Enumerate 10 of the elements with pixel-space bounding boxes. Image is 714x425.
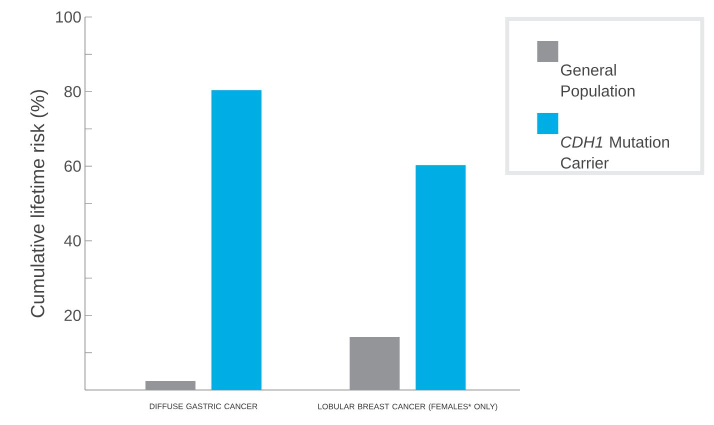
y-tick-label: 20 bbox=[64, 310, 81, 322]
y-tick-label: 100 bbox=[56, 11, 81, 23]
legend-label: General Population bbox=[561, 64, 634, 100]
bar bbox=[211, 90, 262, 390]
legend-label: CDH1 Mutation Carrier bbox=[561, 136, 670, 169]
y-axis-title: Cumulative lifetime risk (%) bbox=[30, 90, 48, 318]
y-tick-label: 40 bbox=[64, 235, 81, 246]
bar bbox=[416, 165, 466, 390]
y-tick-label: 60 bbox=[64, 160, 81, 172]
y-tick-label: 80 bbox=[64, 86, 81, 98]
